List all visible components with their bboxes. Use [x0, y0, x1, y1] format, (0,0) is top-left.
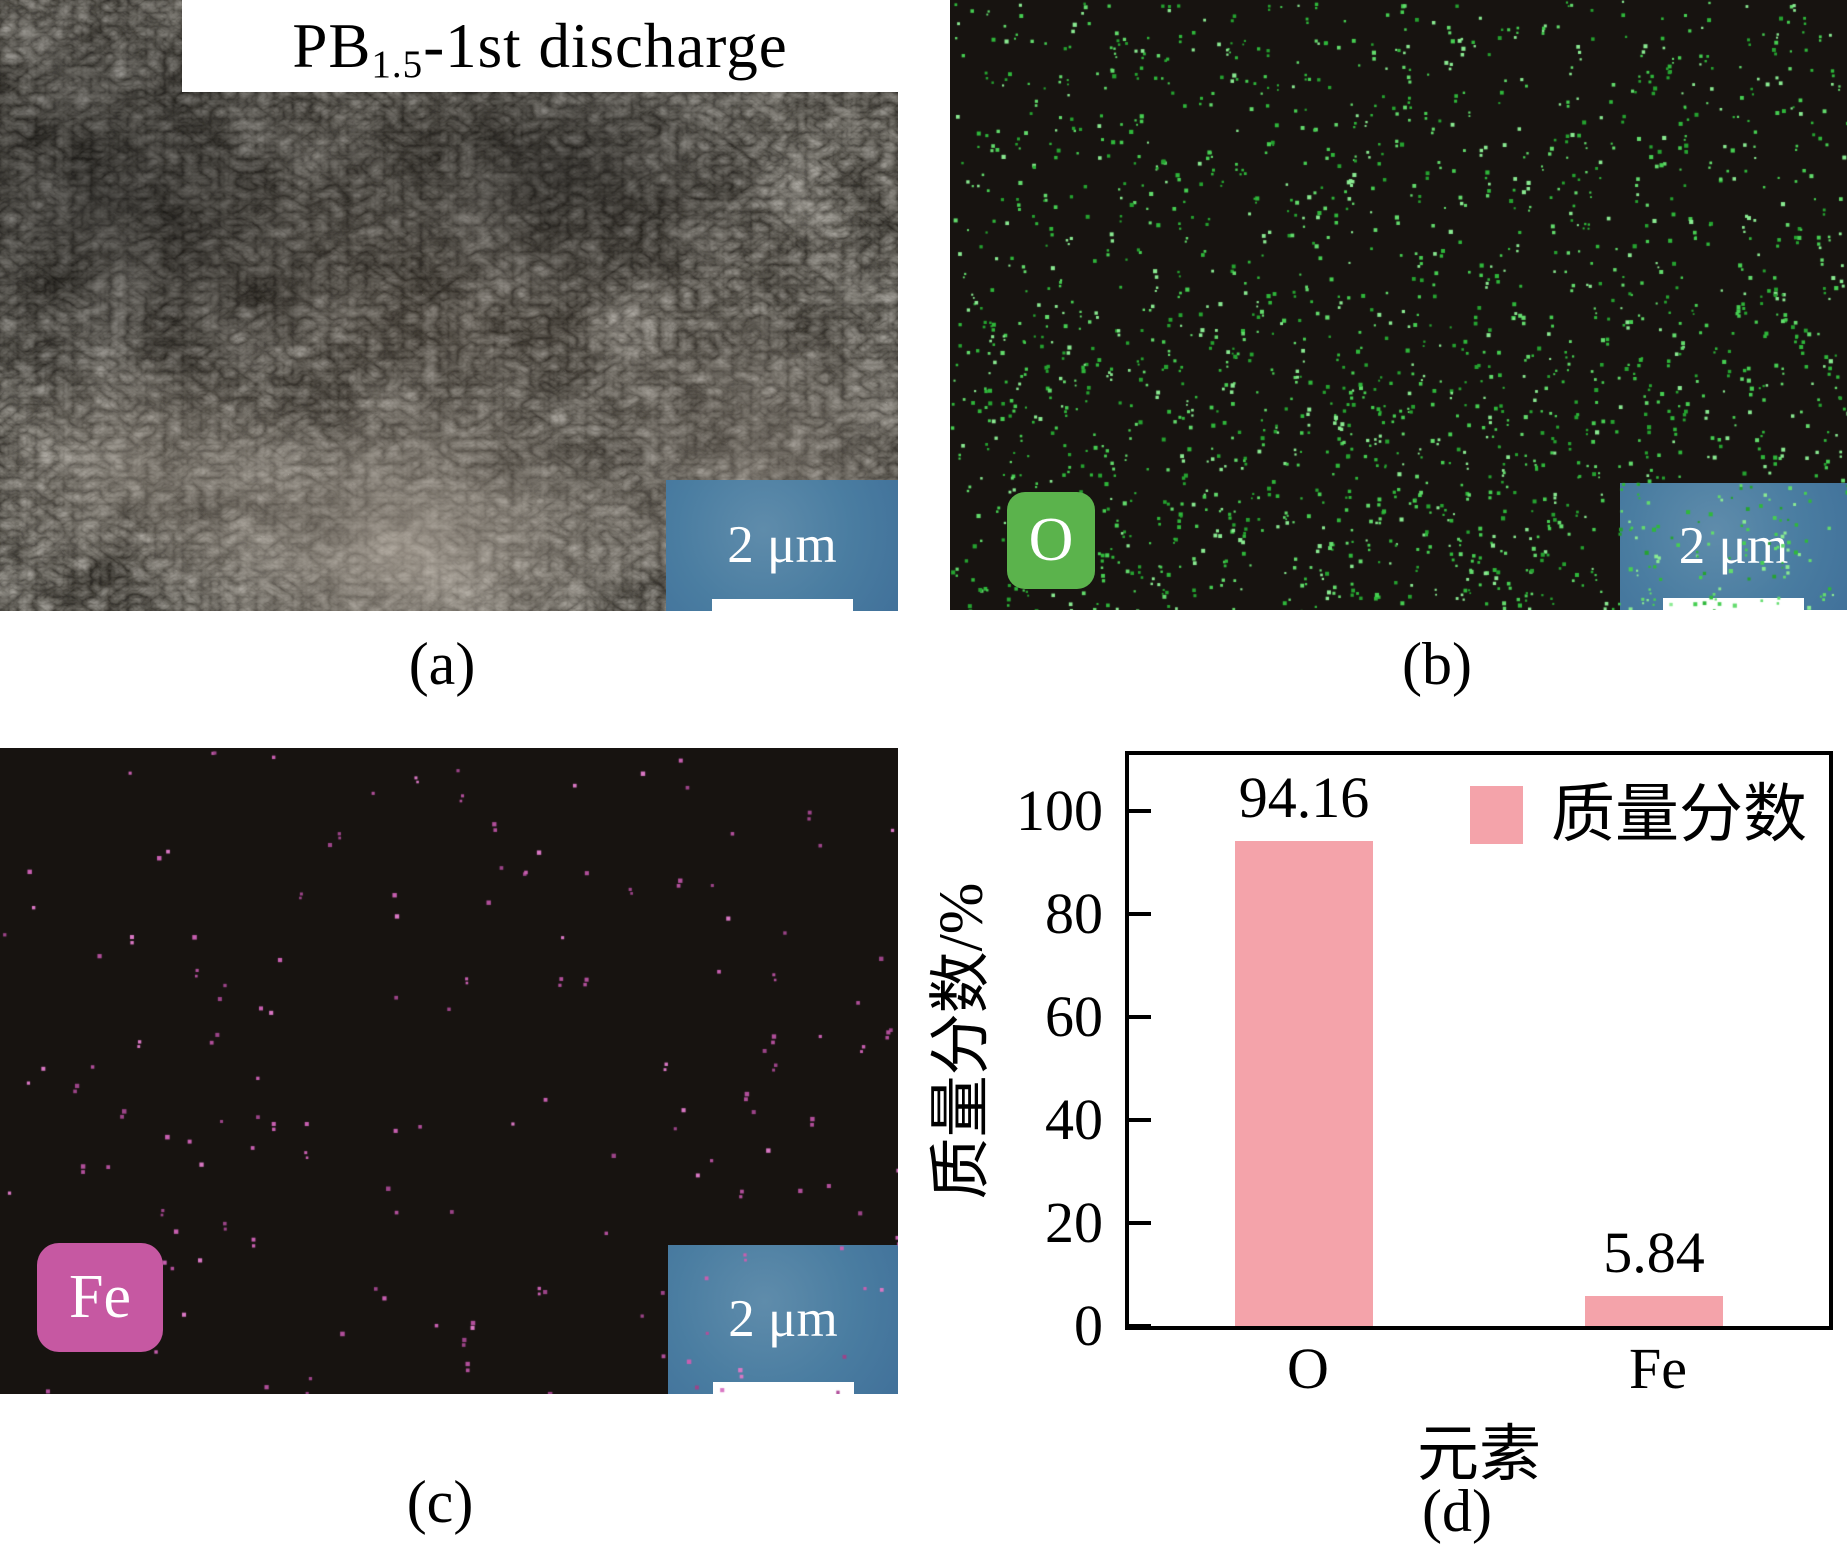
panel-label-a: (a): [408, 631, 476, 697]
element-badge-fe: Fe: [37, 1243, 163, 1352]
y-tick-20: [1129, 1221, 1151, 1225]
y-tick-label-20: 20: [1045, 1190, 1103, 1255]
panel-label-b: (b): [1402, 631, 1472, 697]
bar-value-label-O: 94.16: [1238, 765, 1370, 831]
x-tick-label-O: O: [1287, 1336, 1329, 1401]
element-badge-o: O: [1007, 492, 1095, 589]
sample-title-box: PB1.5-1st discharge: [182, 0, 898, 92]
y-tick-40: [1129, 1118, 1151, 1122]
y-tick-label-40: 40: [1045, 1087, 1103, 1152]
scale-bar-label: 2 μm: [727, 515, 837, 574]
fe-map-panel: 2 μm Fe: [0, 748, 898, 1394]
scale-bar-box-a: 2 μm: [666, 480, 898, 611]
y-tick-label-60: 60: [1045, 984, 1103, 1049]
chart-legend: 质量分数: [1470, 783, 1807, 847]
y-tick-100: [1129, 809, 1151, 813]
bar-O: [1235, 841, 1373, 1326]
y-tick-label-100: 100: [1016, 778, 1103, 843]
y-tick-0: [1129, 1324, 1151, 1328]
bar-value-label-Fe: 5.84: [1603, 1219, 1705, 1285]
sample-title-text: PB1.5-1st discharge: [292, 10, 788, 86]
o-map-panel: 2 μm O: [950, 0, 1847, 610]
bar-Fe: [1585, 1295, 1723, 1326]
mass-fraction-chart: 质量分数/% 质量分数 元素 0 20 40 60 80 100 94.16 O 5.84 Fe: [927, 751, 1833, 1489]
panel-label-c: (c): [406, 1469, 474, 1535]
legend-label: 质量分数: [1551, 779, 1807, 850]
y-tick-60: [1129, 1015, 1151, 1019]
y-tick-label-80: 80: [1045, 881, 1103, 946]
y-tick-80: [1129, 912, 1151, 916]
scale-bar-line: [711, 599, 853, 611]
legend-swatch: [1470, 786, 1523, 844]
x-tick-label-Fe: Fe: [1629, 1336, 1687, 1401]
x-axis-label: 元素: [1416, 1421, 1541, 1489]
o-dots-map: [950, 0, 1847, 610]
y-tick-label-0: 0: [1074, 1293, 1103, 1358]
panel-label-d: (d): [1422, 1478, 1492, 1544]
sem-panel: PB1.5-1st discharge 2 μm: [0, 0, 898, 611]
